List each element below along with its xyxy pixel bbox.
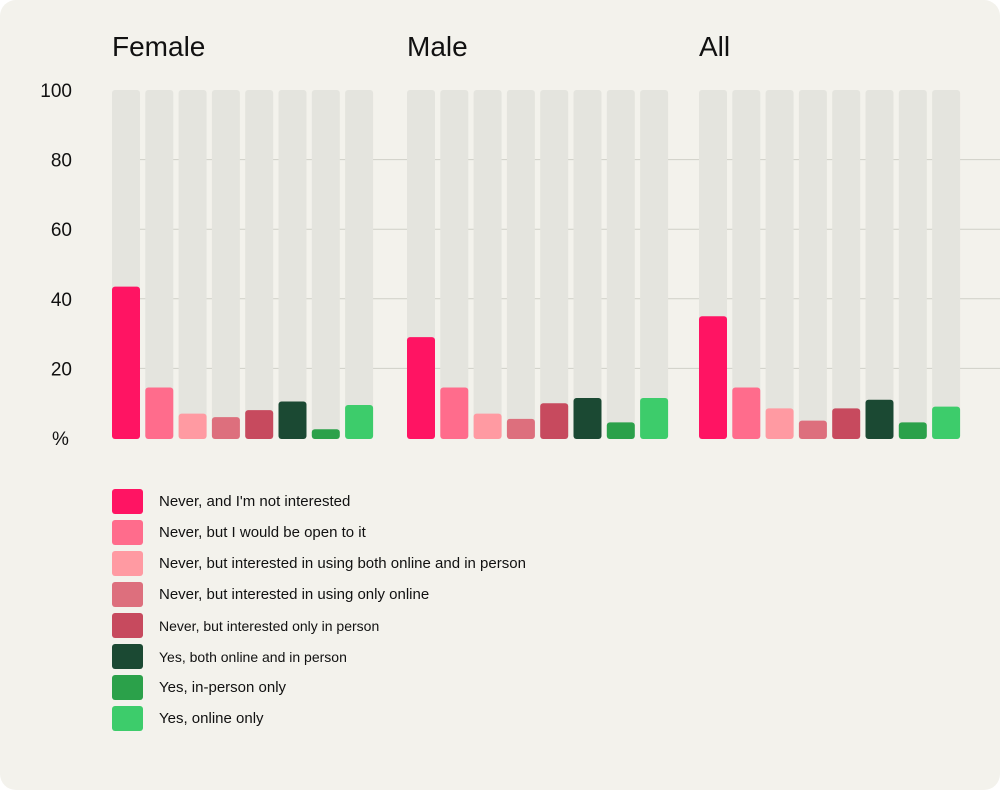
legend-item: Yes, online only [112, 703, 526, 734]
y-tick-label: 80 [51, 151, 72, 172]
bar [473, 413, 502, 439]
legend-swatch [112, 520, 143, 545]
bar-track [211, 90, 240, 439]
bar [606, 422, 635, 439]
bar-track [640, 90, 669, 439]
chart: 100 80 60 40 20% Female Male All [40, 31, 1000, 450]
legend-item: Never, but interested only in person [112, 610, 526, 641]
legend-item: Yes, in-person only [112, 672, 526, 703]
bar-track [178, 90, 207, 439]
bar [145, 387, 174, 439]
y-tick-label: 100 [40, 81, 72, 102]
bar [765, 408, 794, 439]
bar [898, 422, 927, 439]
legend-item: Never, but interested in using only onli… [112, 579, 526, 610]
legend-item: Never, and I'm not interested [112, 486, 526, 517]
legend-swatch [112, 551, 143, 576]
y-axis-label: % [52, 429, 69, 450]
bar-track [345, 90, 374, 439]
y-tick-label: 40 [51, 290, 72, 311]
bar [311, 429, 340, 439]
bar [865, 399, 894, 439]
legend-label: Yes, in-person only [159, 679, 287, 696]
bar [178, 413, 207, 439]
legend-label: Never, but interested in using only onli… [159, 586, 430, 603]
legend-label: Yes, online only [159, 710, 264, 727]
bar [211, 417, 240, 439]
legend-swatch [112, 675, 143, 700]
legend-swatch [112, 489, 143, 514]
group-title: Female [112, 31, 205, 62]
legend-label: Never, and I'm not interested [159, 493, 351, 510]
bar [832, 408, 861, 439]
bar-track [732, 90, 761, 439]
legend-item: Never, but I would be open to it [112, 517, 526, 548]
y-tick-label: 20 [51, 359, 72, 380]
bar [732, 387, 761, 439]
bar-track [440, 90, 469, 439]
bar-track [865, 90, 894, 439]
bar [345, 404, 374, 439]
legend-label: Yes, both online and in person [159, 648, 347, 665]
bar-track [506, 90, 535, 439]
bar [573, 397, 602, 439]
legend-swatch [112, 582, 143, 607]
bar-track [311, 90, 340, 439]
bar [699, 316, 727, 439]
bar-track [540, 90, 569, 439]
bar [112, 286, 140, 439]
legend-item: Never, but interested in using both onli… [112, 548, 526, 579]
bar-track [932, 90, 961, 439]
group-title: All [699, 31, 730, 62]
bar-track [798, 90, 827, 439]
group-title: Male [407, 31, 468, 62]
bar [440, 387, 469, 439]
bar [407, 337, 435, 439]
bar-track [278, 90, 307, 439]
bar [278, 401, 307, 439]
bar-track [832, 90, 861, 439]
bar-track [245, 90, 274, 439]
bar-track [473, 90, 502, 439]
legend-label: Never, but I would be open to it [159, 524, 366, 541]
bar [540, 403, 569, 439]
bar-track [606, 90, 635, 439]
bar [798, 420, 827, 439]
bar [245, 410, 274, 439]
bar-track [145, 90, 174, 439]
bar-track [573, 90, 602, 439]
bar-track [898, 90, 927, 439]
legend-swatch [112, 706, 143, 731]
legend-label: Never, but interested only in person [159, 617, 380, 634]
y-tick-label: 60 [51, 220, 72, 241]
legend-item: Yes, both online and in person [112, 641, 526, 672]
legend-swatch [112, 613, 143, 638]
legend: Never, and I'm not interested Never, but… [112, 486, 526, 734]
bar [506, 418, 535, 439]
legend-swatch [112, 644, 143, 669]
bar [932, 406, 961, 439]
legend-label: Never, but interested in using both onli… [159, 555, 526, 572]
bar-track [765, 90, 794, 439]
bar [640, 397, 669, 439]
